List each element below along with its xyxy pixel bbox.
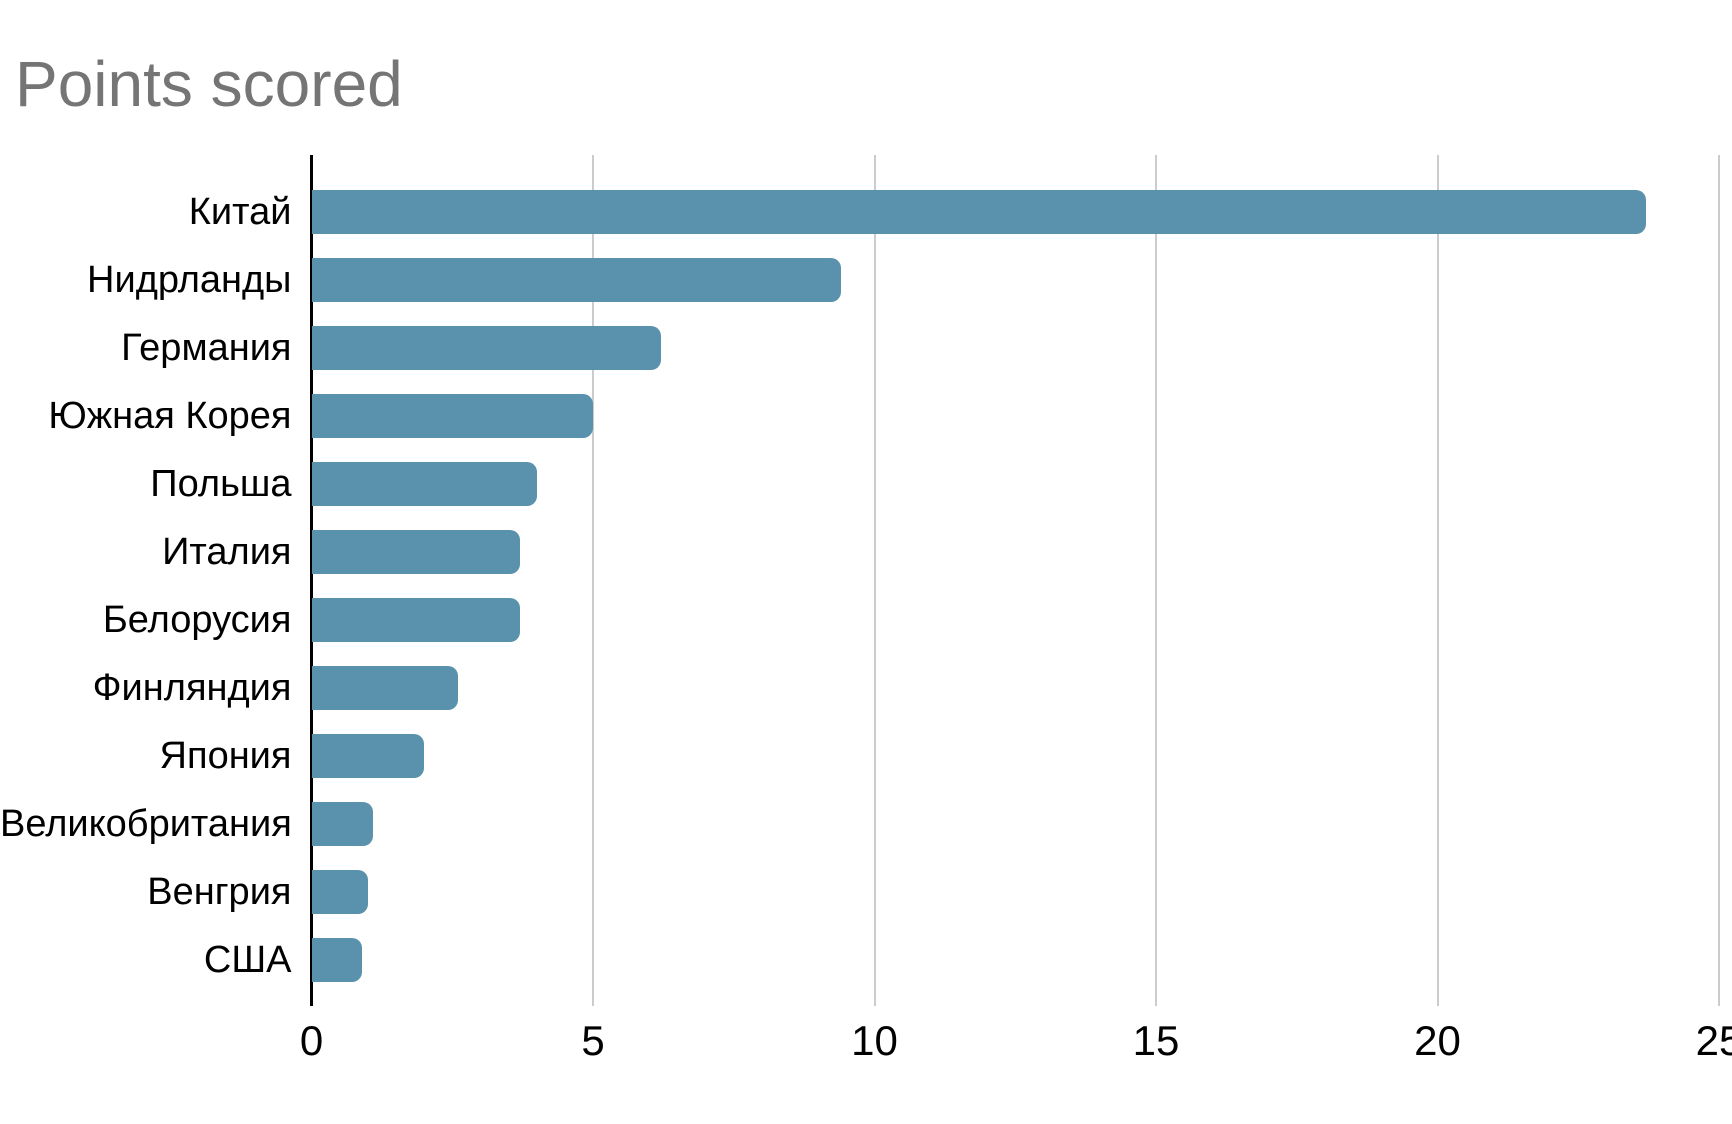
category-label: Китай (188, 191, 292, 233)
bar (311, 802, 374, 846)
bar (311, 870, 368, 914)
gridline (1436, 155, 1439, 1006)
bar (311, 734, 425, 778)
category-label: Великобритания (0, 803, 292, 845)
category-label: Германия (121, 327, 292, 369)
category-label: Польша (150, 463, 292, 505)
x-tick-label: 20 (1414, 1017, 1461, 1064)
gridline (592, 155, 594, 1006)
bar (311, 462, 537, 506)
bar (311, 258, 841, 302)
gridline (873, 155, 876, 1006)
x-tick-label: 25 (1695, 1017, 1732, 1064)
gridline (1718, 155, 1720, 1006)
bar (311, 190, 1646, 234)
bar (311, 938, 363, 982)
x-tick-label: 10 (851, 1017, 898, 1064)
category-label: Венгрия (147, 871, 292, 913)
category-label: Белорусия (102, 599, 292, 641)
x-tick-label: 5 (581, 1017, 605, 1064)
chart-title: Points scored (15, 48, 403, 120)
category-label: Финляндия (92, 667, 292, 709)
x-tick-label: 0 (299, 1017, 324, 1064)
bar (311, 394, 593, 438)
bar (311, 530, 520, 574)
gridline (1155, 155, 1157, 1006)
y-axis-line (310, 155, 313, 1006)
bar (311, 326, 661, 370)
category-label: Южная Корея (48, 395, 292, 437)
x-tick-label: 15 (1132, 1017, 1180, 1064)
bar (311, 666, 458, 710)
category-label: США (203, 939, 292, 981)
category-label: Нидрланды (87, 259, 292, 301)
bar (311, 598, 520, 642)
category-label: Япония (159, 735, 292, 777)
category-label: Италия (162, 531, 292, 573)
